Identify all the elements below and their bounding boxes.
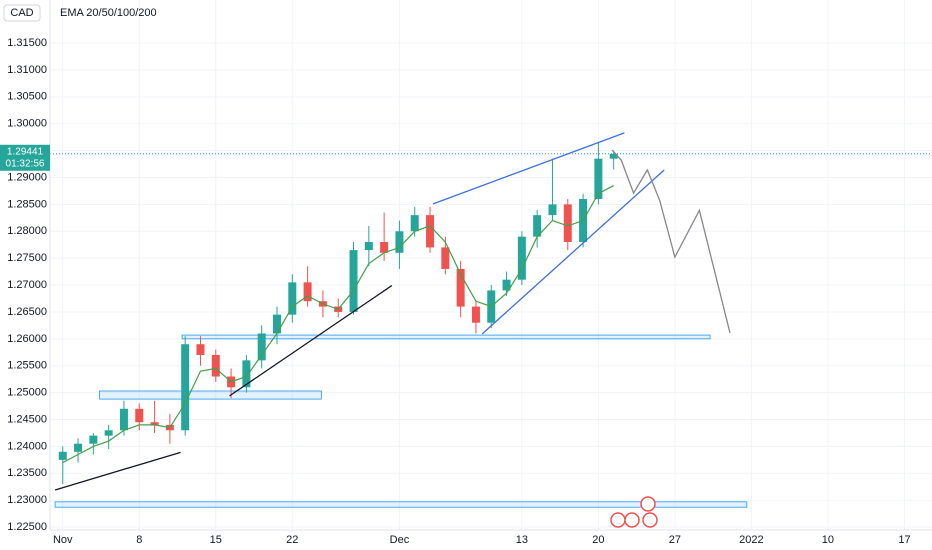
candle-body <box>211 354 220 377</box>
zone <box>99 390 322 400</box>
event-icons[interactable] <box>610 496 658 528</box>
x-tick-label: 20 <box>592 534 604 546</box>
zone <box>181 334 711 340</box>
zone <box>54 501 748 508</box>
symbol-badge[interactable] <box>3 4 41 22</box>
price-badge <box>0 144 50 171</box>
candle-body <box>410 215 419 232</box>
x-tick-label: 22 <box>286 534 298 546</box>
projection-path <box>611 149 731 334</box>
y-tick-label: 1.24000 <box>7 440 47 452</box>
candle-body <box>349 250 358 312</box>
trendline <box>432 132 625 205</box>
trendline <box>229 285 393 397</box>
y-tick-label: 1.25000 <box>7 387 47 399</box>
candle-body <box>380 242 389 253</box>
candle-body <box>196 344 205 355</box>
candle-body <box>288 282 297 315</box>
countdown-label: 01:32:56 <box>6 158 45 169</box>
indicator-label[interactable]: EMA 20/50/100/200 <box>60 7 157 19</box>
y-tick-label: 1.28500 <box>7 198 47 210</box>
plot-area <box>50 0 932 530</box>
candle-body <box>517 236 526 280</box>
symbol: CAD <box>10 7 33 19</box>
candle-body <box>594 158 603 200</box>
x-tick-label: 2022 <box>739 534 763 546</box>
candle-body <box>456 268 465 307</box>
candle-body <box>303 282 312 302</box>
x-tick-label: 15 <box>210 534 222 546</box>
y-tick-label: 1.31500 <box>7 37 47 49</box>
y-tick-label: 1.30500 <box>7 91 47 103</box>
y-tick-label: 1.24500 <box>7 413 47 425</box>
candle-body <box>272 314 281 334</box>
candle-body <box>563 204 572 243</box>
candle-body <box>548 204 557 216</box>
y-tick-label: 1.23000 <box>7 494 47 506</box>
candle-body <box>135 408 144 423</box>
trendline <box>54 451 181 491</box>
candle-body <box>89 435 98 444</box>
candle-body <box>150 422 159 425</box>
y-tick-label: 1.23500 <box>7 467 47 479</box>
y-tick-label: 1.28000 <box>7 225 47 237</box>
event-icon[interactable] <box>642 512 658 528</box>
candle-body <box>395 231 404 253</box>
ema-line <box>62 185 614 464</box>
candle-body <box>533 215 542 237</box>
trendline <box>481 169 665 335</box>
candle-body <box>119 408 128 431</box>
event-icon[interactable] <box>640 496 656 512</box>
y-tick-label: 1.25500 <box>7 360 47 372</box>
candle-body <box>471 306 480 323</box>
candle-body <box>441 247 450 269</box>
x-tick-label: Nov <box>53 534 73 546</box>
x-tick-label: 8 <box>136 534 142 546</box>
candle-body <box>426 215 435 248</box>
x-tick-label: 10 <box>822 534 834 546</box>
candle-body <box>74 443 83 452</box>
candle-body <box>502 279 511 291</box>
price-label: 1.29441 <box>7 146 44 157</box>
candle-body <box>181 344 190 431</box>
candle-body <box>364 242 373 251</box>
y-tick-label: 1.27500 <box>7 252 47 264</box>
candle-body <box>104 430 113 436</box>
event-icon[interactable] <box>610 512 626 528</box>
candle-body <box>58 451 67 460</box>
event-icon[interactable] <box>624 512 640 528</box>
candle-body <box>257 333 266 361</box>
x-tick-label: 13 <box>516 534 528 546</box>
x-tick-label: 17 <box>898 534 910 546</box>
x-tick-label: 27 <box>669 534 681 546</box>
x-tick-label: Dec <box>390 534 410 546</box>
y-tick-label: 1.29000 <box>7 171 47 183</box>
candle-body <box>609 153 618 159</box>
y-tick-label: 1.22500 <box>7 521 47 533</box>
y-tick-label: 1.30000 <box>7 118 47 130</box>
y-tick-label: 1.27000 <box>7 279 47 291</box>
y-tick-label: 1.26500 <box>7 306 47 318</box>
candle-body <box>242 360 251 388</box>
y-tick-label: 1.31000 <box>7 64 47 76</box>
y-tick-label: 1.26000 <box>7 333 47 345</box>
